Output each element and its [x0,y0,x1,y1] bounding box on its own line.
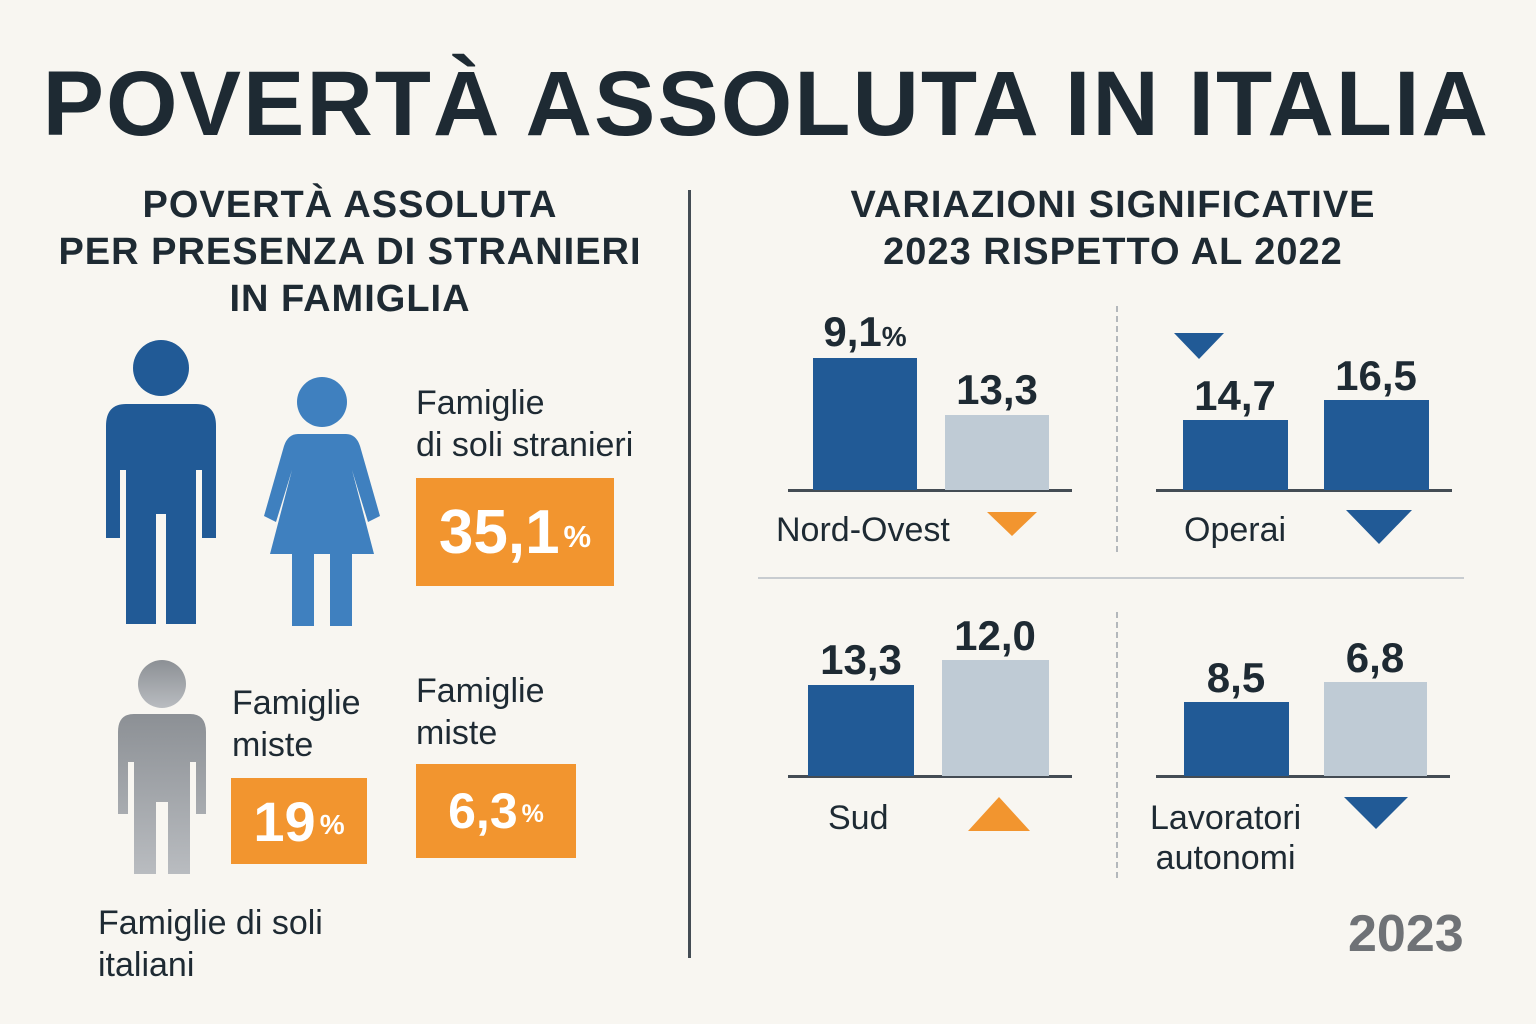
bar-nord-ovest-1 [813,358,917,490]
category-lavoratori-autonomi-line-2: autonomi [1155,839,1296,877]
bar-operai-1 [1183,420,1288,490]
bar-operai-2 [1324,400,1429,490]
bar-sud-2 [942,660,1049,776]
arrow-down-icon [1174,333,1224,359]
label-miste-a-line-2: miste [232,726,314,764]
quadrant-divider-horizontal [758,577,1464,579]
category-operai: Operai [1184,511,1287,549]
label-miste-a: Famiglie miste [232,682,360,766]
value-nord-ovest-1-unit: % [881,321,907,352]
right-title-line-2: 2023 RISPETTO AL 2022 [883,231,1343,273]
value-label-operai-1: 14,7 [1194,372,1276,419]
left-title-line-3: IN FAMIGLIA [229,278,471,320]
arrow-down-icon [1344,797,1408,829]
axis-lavoratori-autonomi [1156,775,1450,778]
label-miste-b-line-2: miste [416,714,498,752]
left-title-line-1: POVERTÀ ASSOLUTA [142,184,558,226]
label-miste-a-line-1: Famiglie [232,684,361,722]
label-soli-italiani-line-1: Famiglie di soli [98,904,323,942]
label-miste-b: Famiglie miste [416,670,544,754]
unit-miste-a: % [319,809,345,841]
axis-operai [1156,489,1452,492]
unit-solo-stranieri: % [563,518,592,554]
label-solo-stranieri-line-1: Famiglie [416,384,545,422]
label-miste-b-line-1: Famiglie [416,672,545,710]
value-label-sud-1: 13,3 [820,636,902,683]
quadrant-divider-vertical-bottom [1116,612,1118,878]
left-title-line-2: PER PRESENZA DI STRANIERI [58,231,642,273]
axis-nord-ovest [788,489,1072,492]
value-label-sud-2: 12,0 [954,612,1036,659]
value-label-lavoratori-autonomi-1: 8,5 [1206,654,1266,701]
bar-sud-1 [808,685,914,776]
value-label-nord-ovest-1: 9,1% [800,308,930,356]
category-nord-ovest: Nord-Ovest [776,511,950,549]
value-solo-stranieri: 35,1 [438,497,560,567]
label-solo-stranieri-line-2: di soli stranieri [416,426,634,464]
badge-solo-stranieri: 35,1% [416,478,614,586]
section-divider [688,190,691,958]
bar-lavoratori-autonomi-1 [1184,702,1289,776]
label-soli-italiani-line-2: italiani [98,946,195,984]
arrow-down-icon [987,512,1037,536]
year-label: 2023 [1348,905,1464,963]
arrow-up-icon [968,797,1030,831]
page-title: POVERTÀ ASSOLUTA IN ITALIA [42,53,1490,155]
woman-icon [262,376,382,630]
bar-nord-ovest-2 [945,415,1049,490]
badge-miste-b: 6,3% [416,764,576,858]
category-lavoratori-autonomi: Lavoratori autonomi [1150,798,1301,878]
right-section-title: VARIAZIONI SIGNIFICATIVE 2023 RISPETTO A… [760,182,1466,276]
right-title-line-1: VARIAZIONI SIGNIFICATIVE [850,184,1376,226]
value-label-operai-2: 16,5 [1335,352,1417,399]
label-soli-italiani: Famiglie di soli italiani [98,902,323,986]
value-miste-b: 6,3 [448,783,518,839]
axis-sud [788,775,1072,778]
category-lavoratori-autonomi-line-1: Lavoratori [1150,799,1302,837]
person-icon [116,658,208,878]
arrow-down-icon [1346,510,1412,544]
man-icon [104,338,218,630]
value-miste-a: 19 [253,789,316,853]
left-section-title: POVERTÀ ASSOLUTA PER PRESENZA DI STRANIE… [30,182,670,323]
category-sud: Sud [828,799,889,837]
label-solo-stranieri: Famiglie di soli stranieri [416,382,633,466]
unit-miste-b: % [521,800,544,829]
quadrant-divider-vertical-top [1116,306,1118,552]
value-label-lavoratori-autonomi-2: 6,8 [1345,634,1405,681]
value-label-nord-ovest-2: 13,3 [956,366,1038,413]
value-nord-ovest-1-text: 9,1 [823,308,882,355]
bar-lavoratori-autonomi-2 [1324,682,1427,776]
badge-miste-a: 19% [231,778,367,864]
